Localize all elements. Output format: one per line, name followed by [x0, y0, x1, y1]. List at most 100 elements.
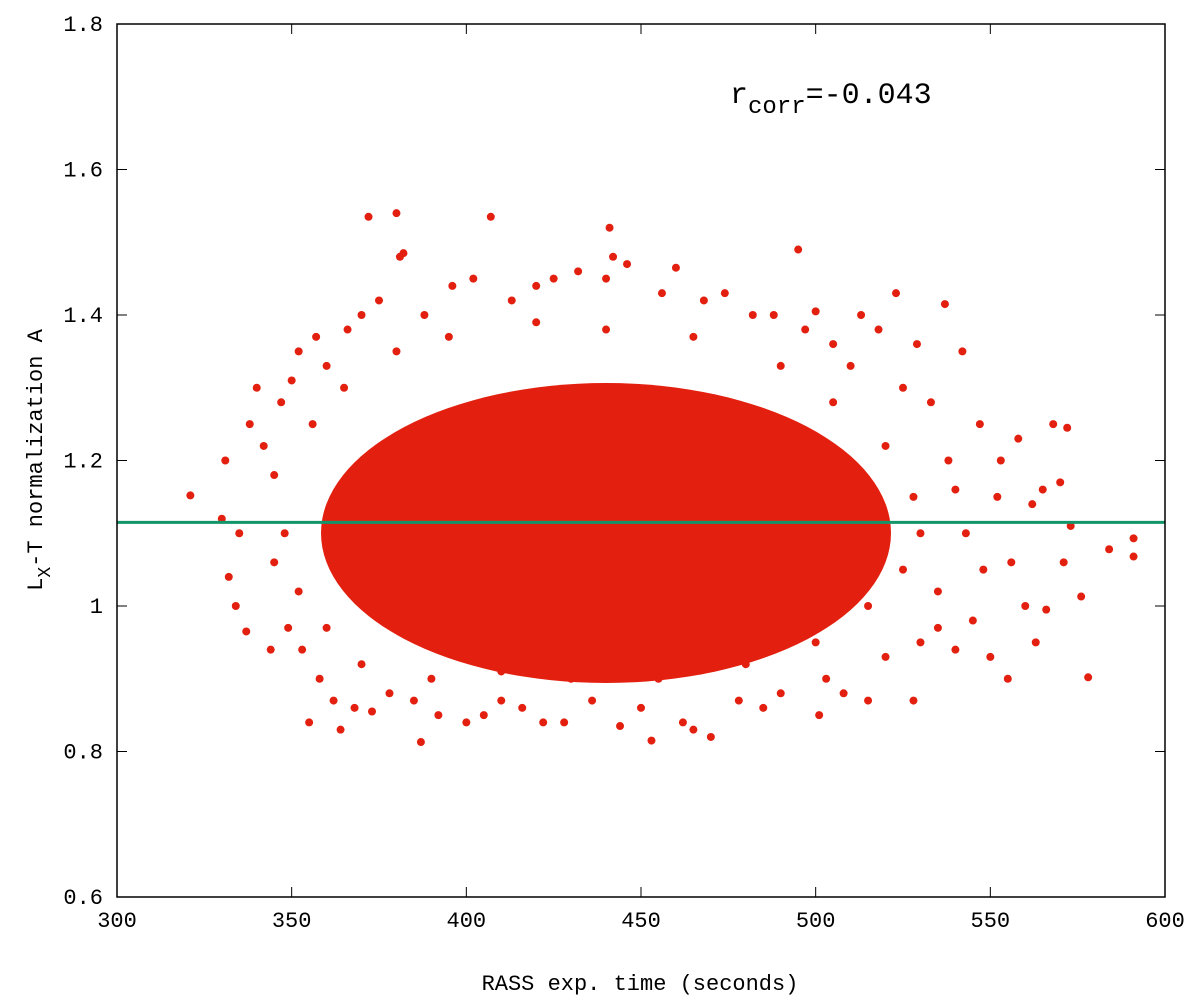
point [926, 398, 935, 407]
point [567, 674, 576, 683]
point [602, 274, 611, 283]
point [892, 289, 901, 298]
point [996, 456, 1005, 465]
point [657, 289, 666, 298]
point [944, 456, 953, 465]
point [357, 660, 366, 669]
point [385, 689, 394, 698]
annotation: rcorr=-0.043 [730, 79, 932, 121]
point [602, 325, 611, 334]
point [769, 311, 778, 319]
point [336, 725, 345, 734]
point [909, 492, 918, 501]
point [940, 300, 949, 309]
point [864, 696, 873, 705]
point [270, 471, 279, 480]
point [605, 223, 614, 232]
point [448, 281, 457, 290]
point [469, 274, 478, 283]
point [623, 260, 632, 269]
point [560, 718, 569, 727]
point [1063, 423, 1072, 432]
point [899, 565, 907, 574]
point [1028, 500, 1037, 509]
point [392, 347, 401, 356]
point [1084, 673, 1093, 682]
point [217, 514, 226, 523]
point [252, 383, 261, 392]
point [699, 296, 708, 305]
point [993, 492, 1002, 501]
point [368, 707, 377, 716]
point [224, 572, 233, 581]
point [748, 311, 757, 319]
point [1105, 545, 1114, 554]
point [839, 689, 848, 698]
point [277, 398, 286, 407]
point [916, 638, 925, 647]
point [343, 325, 352, 334]
point [776, 689, 785, 698]
point [1042, 605, 1051, 614]
point [846, 361, 855, 370]
point [864, 602, 873, 610]
point [507, 296, 516, 305]
annotation-main: r [730, 79, 748, 113]
point [933, 587, 942, 596]
y-label-subscript: X [36, 567, 56, 578]
point [532, 318, 541, 327]
point [574, 267, 583, 276]
annotation-subscript: corr [748, 94, 806, 121]
y-tick-label: 0.8 [63, 741, 103, 766]
point [518, 703, 527, 712]
point [280, 529, 289, 538]
point [794, 245, 803, 254]
point [951, 645, 960, 654]
point [479, 711, 488, 720]
point [829, 340, 838, 349]
point [822, 674, 831, 683]
annotation-rest: =-0.043 [806, 79, 932, 113]
y-tick-label: 0.6 [63, 886, 103, 911]
x-tick-label: 300 [97, 909, 137, 934]
point [1014, 434, 1023, 443]
point [741, 660, 750, 669]
x-tick-label: 600 [1145, 909, 1185, 934]
point [221, 456, 230, 465]
point [1021, 602, 1030, 610]
point [549, 274, 558, 283]
point [340, 383, 349, 392]
y-tick-label: 1.4 [63, 304, 103, 329]
point [609, 252, 618, 261]
point [678, 718, 687, 727]
x-tick-label: 550 [971, 909, 1011, 934]
point [706, 732, 715, 741]
point [399, 249, 408, 258]
point [294, 347, 303, 356]
y-label-rest: -T normalization A [24, 328, 49, 566]
x-tick-label: 450 [621, 909, 661, 934]
point [392, 209, 401, 218]
point [434, 711, 443, 720]
point [1007, 558, 1016, 567]
point [444, 332, 453, 341]
point [375, 296, 383, 305]
point [266, 645, 275, 654]
point [951, 485, 960, 494]
point [815, 711, 824, 720]
point [734, 696, 743, 705]
point [462, 718, 471, 727]
point [357, 311, 366, 319]
point [689, 725, 698, 734]
point [647, 736, 656, 745]
point [975, 420, 984, 429]
point [350, 703, 359, 712]
point [231, 602, 240, 610]
point [420, 311, 429, 319]
point [1077, 592, 1086, 601]
point [242, 627, 251, 636]
point [1038, 485, 1047, 494]
y-tick-label: 1.8 [63, 13, 103, 38]
point [235, 529, 244, 538]
